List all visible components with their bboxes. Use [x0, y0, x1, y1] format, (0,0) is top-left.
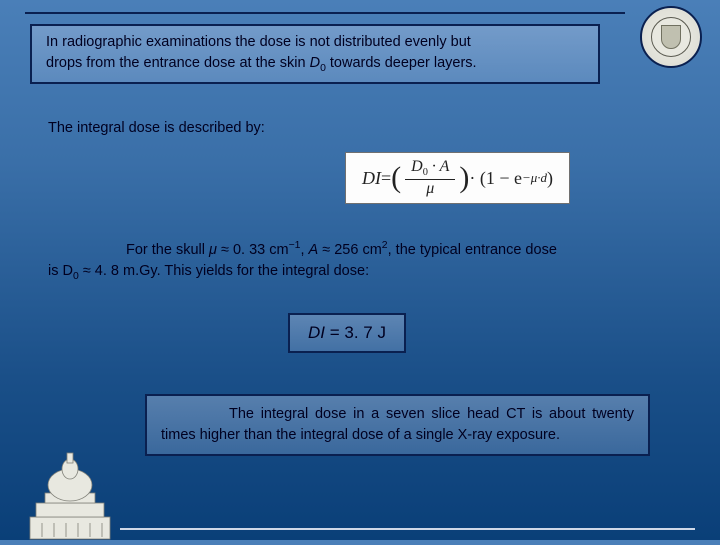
p2-g: ≈ 4. 8 m.Gy. This yields for the integra…: [79, 263, 369, 279]
p2-d: ≈ 256 cm: [318, 242, 382, 258]
p2-A: A: [309, 242, 319, 258]
formula-eq: =: [381, 168, 391, 189]
formula-box: DI = ( D0 · A μ ) · (1 − e−μ·d): [345, 152, 570, 204]
top-divider: [25, 12, 625, 14]
p2-exp1: −1: [289, 240, 301, 251]
formula-denominator: μ: [420, 180, 440, 198]
p2-f: is D: [48, 263, 73, 279]
bottom-divider: [120, 528, 695, 530]
seal-shield-icon: [661, 25, 681, 49]
dome-icon: [12, 445, 122, 540]
p2-c: ,: [300, 242, 308, 258]
conclusion-box: The integral dose in a seven slice head …: [145, 394, 650, 456]
intro-sym: D: [310, 55, 320, 71]
box3-t1: The integral dose in a seven slice head …: [229, 406, 585, 422]
intro-line1: In radiographic examinations the dose is…: [46, 34, 471, 50]
formula-rparen: ): [459, 161, 469, 195]
result-sym: DI: [308, 323, 325, 342]
p2-mu: μ: [209, 242, 217, 258]
formula-lparen: (: [391, 161, 401, 195]
formula-fraction: D0 · A μ: [405, 158, 455, 197]
seal-inner-ring: [651, 17, 691, 57]
formula-num-a: D: [411, 158, 423, 175]
dome-illustration: [12, 445, 122, 540]
p2-a: For the skull: [126, 242, 209, 258]
formula-lhs: DI: [362, 168, 381, 189]
para-integral-intro: The integral dose is described by:: [48, 120, 265, 136]
formula-mid: · (1 − e: [469, 168, 522, 189]
intro-line2a: drops from the entrance dose at the skin: [46, 55, 310, 71]
formula-num-b: · A: [428, 158, 449, 175]
result-val: = 3. 7 J: [325, 323, 386, 342]
formula-rparen2: ): [547, 168, 553, 189]
formula-numerator: D0 · A: [405, 158, 455, 179]
result-box: DI = 3. 7 J: [288, 313, 406, 353]
p2-e: , the typical entrance dose: [388, 242, 557, 258]
p2-b: ≈ 0. 33 cm: [217, 242, 289, 258]
formula-exp: −μ·d: [522, 170, 547, 186]
university-seal: [640, 6, 702, 68]
seal-outer-ring: [640, 6, 702, 68]
intro-line2b: towards deeper layers.: [326, 55, 477, 71]
para-values: For the skull μ ≈ 0. 33 cm−1, A ≈ 256 cm…: [48, 238, 680, 284]
intro-box: In radiographic examinations the dose is…: [30, 24, 600, 84]
